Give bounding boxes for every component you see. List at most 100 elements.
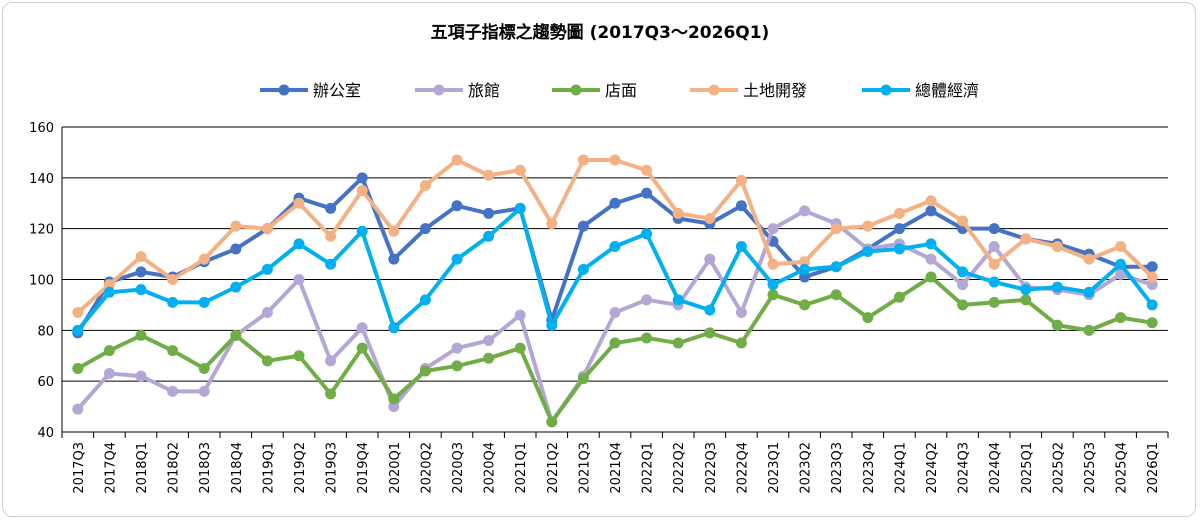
x-tick-label: 2022Q4 [735,442,750,494]
legend-label: 辦公室 [313,81,361,100]
x-tick-label: 2026Q1 [1146,442,1161,494]
x-tick-label: 2023Q4 [862,442,877,494]
data-point [1020,284,1032,296]
data-point [893,223,905,235]
data-point [514,309,526,321]
x-tick-label: 2019Q4 [356,442,371,494]
data-point [419,179,431,191]
data-point [388,393,400,405]
y-tick-label: 140 [29,172,54,187]
data-point [419,294,431,306]
data-point [1146,299,1158,311]
data-point [546,319,558,331]
legend-item: 旅館 [415,81,500,100]
data-point [1146,261,1158,273]
data-point [103,345,115,357]
data-point [988,276,1000,288]
x-tick-label: 2020Q2 [419,442,434,494]
data-point [609,337,621,349]
data-point [641,164,653,176]
data-point [325,355,337,367]
data-point [893,291,905,303]
data-point [799,271,811,283]
data-point [103,286,115,298]
x-tick-label: 2017Q3 [72,442,87,494]
data-point [483,169,495,181]
data-point [767,258,779,270]
legend-label: 店面 [605,81,637,100]
data-point [1146,317,1158,329]
legend-item: 總體經濟 [862,81,979,100]
data-point [957,279,969,291]
x-tick-label: 2025Q3 [1083,442,1098,494]
x-tick-label: 2020Q3 [451,442,466,494]
data-point [609,307,621,319]
legend: 辦公室 旅館 店面 土地開發 總體經濟 [260,81,979,100]
data-point [135,329,147,341]
x-tick-label: 2022Q3 [704,442,719,494]
data-point [261,223,273,235]
data-point [325,258,337,270]
data-point [546,218,558,230]
data-point [293,274,305,285]
data-point [167,274,179,285]
data-point [704,304,716,316]
data-point [72,324,84,336]
data-point [483,230,495,242]
data-point [356,322,368,334]
data-point [704,213,716,224]
x-tick-label: 2023Q1 [767,442,782,494]
x-tick-label: 2018Q2 [167,442,182,494]
data-point [514,164,526,176]
data-point [1083,324,1095,336]
data-point [451,200,463,212]
data-point [325,202,337,214]
data-point [577,373,589,385]
data-point [135,284,147,296]
axes: 40 60 80 100 120 140 160 2017Q3 2017Q4 2018Q1 2018… [29,121,1169,494]
x-tick-label: 2023Q3 [830,442,845,494]
data-point [672,207,684,219]
data-point [451,154,463,166]
data-point [546,416,558,428]
series-2 [72,271,1158,428]
data-point [957,215,969,227]
data-point [862,246,874,258]
data-point [704,327,716,339]
data-point [356,185,368,197]
data-point [388,401,400,413]
data-point [893,207,905,219]
x-tick-label: 2023Q2 [799,442,814,494]
data-point [261,263,273,275]
x-tick-label: 2025Q2 [1051,442,1066,494]
data-point [135,370,147,382]
data-point [830,289,842,301]
data-point [641,294,653,306]
data-point [988,223,1000,235]
x-tick-label: 2018Q3 [198,442,213,494]
data-point [1020,233,1032,245]
x-tick-label: 2025Q1 [1020,442,1035,494]
x-tick-label: 2017Q4 [103,442,118,494]
x-tick-label: 2021Q4 [609,442,624,494]
y-tick-label: 160 [29,121,54,136]
data-point [925,238,937,250]
x-tick-label: 2024Q4 [988,442,1003,494]
y-tick-label: 120 [29,223,54,238]
series-4 [72,202,1158,336]
x-tick-label: 2021Q1 [514,442,529,494]
data-point [988,296,1000,308]
data-point [799,205,811,217]
data-point [261,307,273,319]
legend-label: 土地開發 [743,81,807,100]
data-point [988,258,1000,270]
x-tick-label: 2018Q4 [230,442,245,494]
data-point [419,223,431,235]
data-point [641,187,653,199]
data-point [672,294,684,306]
y-tick-label: 100 [29,274,54,289]
data-point [72,403,84,415]
x-tick-label: 2024Q3 [957,442,972,494]
data-point [388,322,400,334]
data-point [167,296,179,308]
